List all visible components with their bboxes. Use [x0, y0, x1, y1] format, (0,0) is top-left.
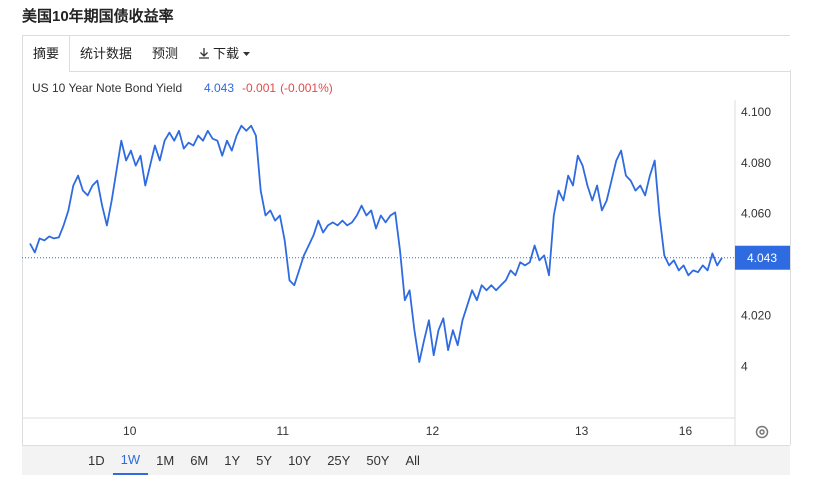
- legend-values: 4.043 -0.001 (-0.001%): [204, 81, 333, 95]
- legend-change: -0.001: [242, 81, 276, 95]
- gear-ring: [755, 425, 769, 439]
- range-button[interactable]: 50Y: [366, 453, 390, 468]
- range-button[interactable]: 1Y: [224, 453, 241, 468]
- x-tick-label: 12: [426, 424, 440, 438]
- tab[interactable]: 下载: [188, 36, 261, 71]
- legend-last: 4.043: [204, 81, 234, 95]
- page-title: 美国10年期国债收益率: [22, 8, 174, 25]
- tab[interactable]: 统计数据: [80, 46, 133, 61]
- x-tick-label: 13: [575, 424, 589, 438]
- x-tick-label: 10: [123, 424, 137, 438]
- range-button[interactable]: All: [405, 453, 420, 468]
- line-series: [29, 124, 723, 363]
- range-button[interactable]: 1M: [156, 453, 175, 468]
- gear-center: [759, 429, 765, 435]
- download-icon: [199, 48, 210, 59]
- range-button[interactable]: 10Y: [288, 453, 312, 468]
- y-tick-label: 4.060: [741, 207, 771, 221]
- chart: US 10 Year Note Bond Yield 4.043 -0.001 (-…: [22, 81, 790, 445]
- last-value-label: 4.043: [747, 251, 777, 265]
- x-tick-label: 11: [277, 424, 290, 438]
- y-tick-label: 4.080: [741, 156, 771, 170]
- tab[interactable]: 预测: [152, 46, 179, 61]
- settings-icon[interactable]: [755, 425, 769, 439]
- range-button[interactable]: 25Y: [327, 453, 351, 468]
- range-button[interactable]: 6M: [190, 453, 209, 468]
- dropdown-caret: [243, 52, 251, 56]
- x-tick-label: 16: [679, 424, 693, 438]
- range-bar: 1D 1W 1M 6M 1Y 5Y 10Y 25Y 50Y All: [22, 445, 790, 475]
- range-button[interactable]: 1D: [88, 453, 105, 468]
- tab-label: 下载: [213, 46, 240, 61]
- tab[interactable]: 摘要: [22, 36, 71, 72]
- legend-title: US 10 Year Note Bond Yield: [32, 81, 182, 95]
- last-value-badge: [735, 245, 790, 270]
- y-tick-label: 4.020: [741, 308, 771, 322]
- range-button[interactable]: 5Y: [256, 453, 273, 468]
- tab-bar: 摘要 统计数据 预测 下载: [22, 35, 790, 72]
- y-tick-label: 4.100: [741, 105, 771, 119]
- legend-change-pct: (-0.001%): [280, 81, 333, 95]
- y-tick-label: 4: [741, 359, 748, 373]
- range-button[interactable]: 1W: [112, 446, 149, 475]
